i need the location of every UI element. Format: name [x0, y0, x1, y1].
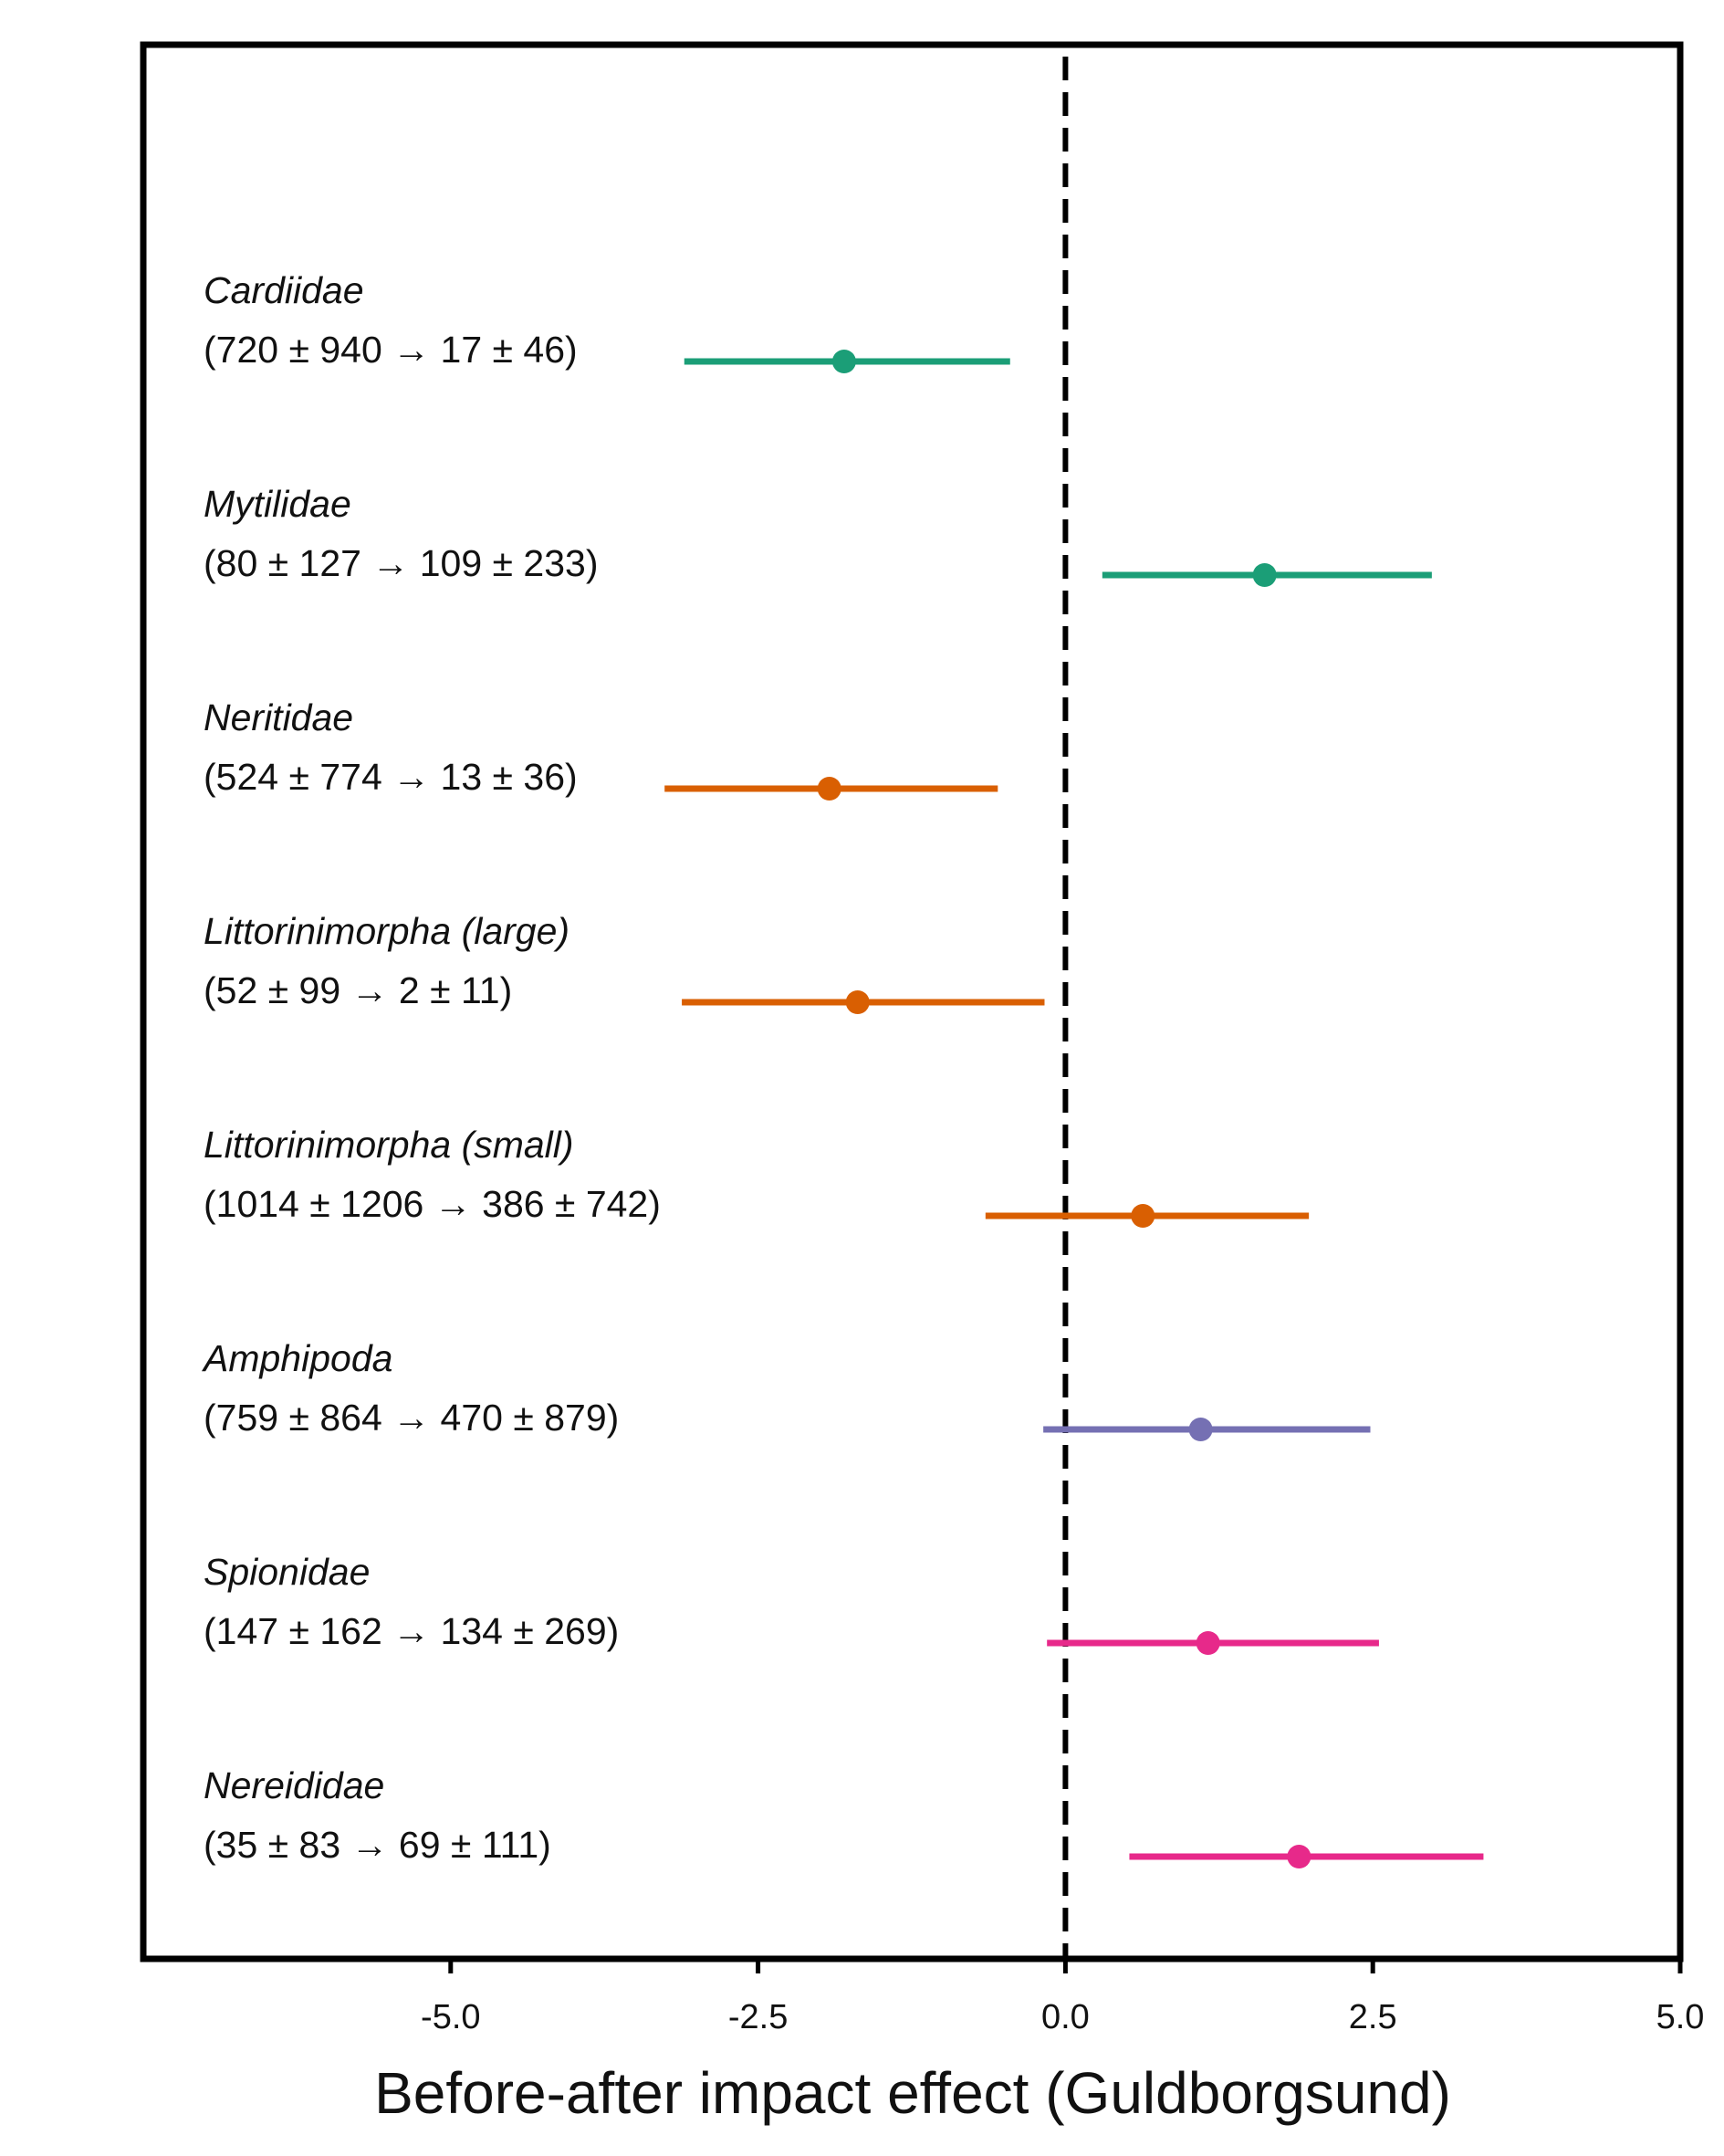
taxon-name-label: Mytilidae [204, 483, 351, 525]
plot-panel-border [140, 41, 1684, 1962]
point-estimate [1287, 1845, 1311, 1868]
taxon-name-label: Littorinimorpha (large) [204, 910, 569, 952]
point-estimate [845, 990, 870, 1014]
taxon-name-label: Neritidae [204, 696, 353, 738]
taxon-name-label: Amphipoda [201, 1337, 392, 1379]
taxon-row: Neritidae (524 ± 774 → 13 ± 36) [204, 696, 998, 801]
taxon-name-label: Nereididae [204, 1764, 384, 1806]
x-axis-title: Before-after impact effect (Guldborgsund… [374, 2060, 1451, 2126]
x-tick-label: -2.5 [728, 1998, 788, 2036]
taxon-row: Littorinimorpha (large) (52 ± 99 → 2 ± 11… [204, 910, 1045, 1014]
taxon-row: Spionidae (147 ± 162 → 134 ± 269) [204, 1551, 1379, 1655]
point-estimate [1131, 1204, 1155, 1228]
x-tick-label: 5.0 [1656, 1998, 1705, 2036]
point-estimate [1188, 1418, 1213, 1441]
taxon-counts-label: (759 ± 864 → 470 ± 879) [204, 1397, 619, 1439]
taxon-row: Amphipoda (759 ± 864 → 470 ± 879) [201, 1337, 1371, 1441]
x-tick-label: 0.0 [1041, 1998, 1090, 2036]
taxon-row: Littorinimorpha (small) (1014 ± 1206 → 38… [204, 1124, 1310, 1228]
taxon-counts-label: (80 ± 127 → 109 ± 233) [204, 542, 598, 584]
taxon-counts-label: (35 ± 83 → 69 ± 111) [204, 1824, 551, 1866]
taxon-counts-label: (52 ± 99 → 2 ± 11) [204, 969, 512, 1011]
taxon-counts-label: (147 ± 162 → 134 ± 269) [204, 1610, 619, 1652]
taxon-name-label: Littorinimorpha (small) [204, 1124, 574, 1166]
point-estimate [817, 777, 841, 801]
x-axis: -5.0 -2.5 0.0 2.5 5.0 [421, 1959, 1704, 2036]
taxon-counts-label: (524 ± 774 → 13 ± 36) [204, 756, 578, 798]
taxa-rows: Cardiidae (720 ± 940 → 17 ± 46) Mytilidae (… [201, 269, 1484, 1868]
point-estimate [1252, 563, 1277, 587]
taxon-name-label: Cardiidae [204, 269, 364, 311]
taxon-row: Nereididae (35 ± 83 → 69 ± 111) [204, 1764, 1484, 1868]
point-estimate [1196, 1631, 1220, 1655]
taxon-counts-label: (1014 ± 1206 → 386 ± 742) [204, 1183, 661, 1225]
point-estimate [831, 350, 856, 373]
taxon-row: Mytilidae (80 ± 127 → 109 ± 233) [204, 483, 1432, 587]
x-tick-label: -5.0 [421, 1998, 480, 2036]
taxon-name-label: Spionidae [204, 1551, 370, 1593]
x-tick-label: 2.5 [1349, 1998, 1397, 2036]
taxon-counts-label: (720 ± 940 → 17 ± 46) [204, 329, 578, 371]
taxon-row: Cardiidae (720 ± 940 → 17 ± 46) [204, 269, 1010, 373]
